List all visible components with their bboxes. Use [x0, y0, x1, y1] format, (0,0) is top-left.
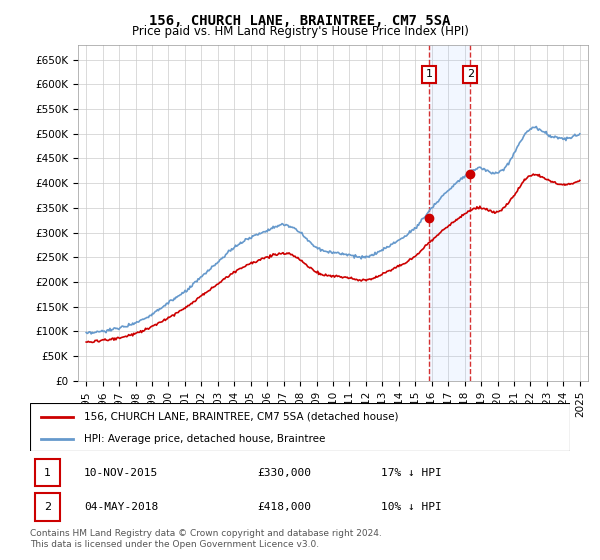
Bar — [429, 45, 470, 381]
Text: £330,000: £330,000 — [257, 468, 311, 478]
Text: HPI: Average price, detached house, Braintree: HPI: Average price, detached house, Brai… — [84, 434, 325, 444]
FancyBboxPatch shape — [35, 459, 60, 486]
Text: £418,000: £418,000 — [257, 502, 311, 512]
FancyBboxPatch shape — [30, 403, 570, 451]
Text: 156, CHURCH LANE, BRAINTREE, CM7 5SA: 156, CHURCH LANE, BRAINTREE, CM7 5SA — [149, 14, 451, 28]
Text: 156, CHURCH LANE, BRAINTREE, CM7 5SA (detached house): 156, CHURCH LANE, BRAINTREE, CM7 5SA (de… — [84, 412, 398, 422]
Text: 04-MAY-2018: 04-MAY-2018 — [84, 502, 158, 512]
Text: Contains HM Land Registry data © Crown copyright and database right 2024.
This d: Contains HM Land Registry data © Crown c… — [30, 529, 382, 549]
Text: 17% ↓ HPI: 17% ↓ HPI — [381, 468, 442, 478]
Text: 2: 2 — [467, 69, 474, 80]
Text: 1: 1 — [44, 468, 52, 478]
Text: 10-NOV-2015: 10-NOV-2015 — [84, 468, 158, 478]
Text: 2: 2 — [44, 502, 52, 512]
Text: Price paid vs. HM Land Registry's House Price Index (HPI): Price paid vs. HM Land Registry's House … — [131, 25, 469, 38]
Text: 1: 1 — [426, 69, 433, 80]
FancyBboxPatch shape — [35, 493, 60, 521]
Text: 10% ↓ HPI: 10% ↓ HPI — [381, 502, 442, 512]
